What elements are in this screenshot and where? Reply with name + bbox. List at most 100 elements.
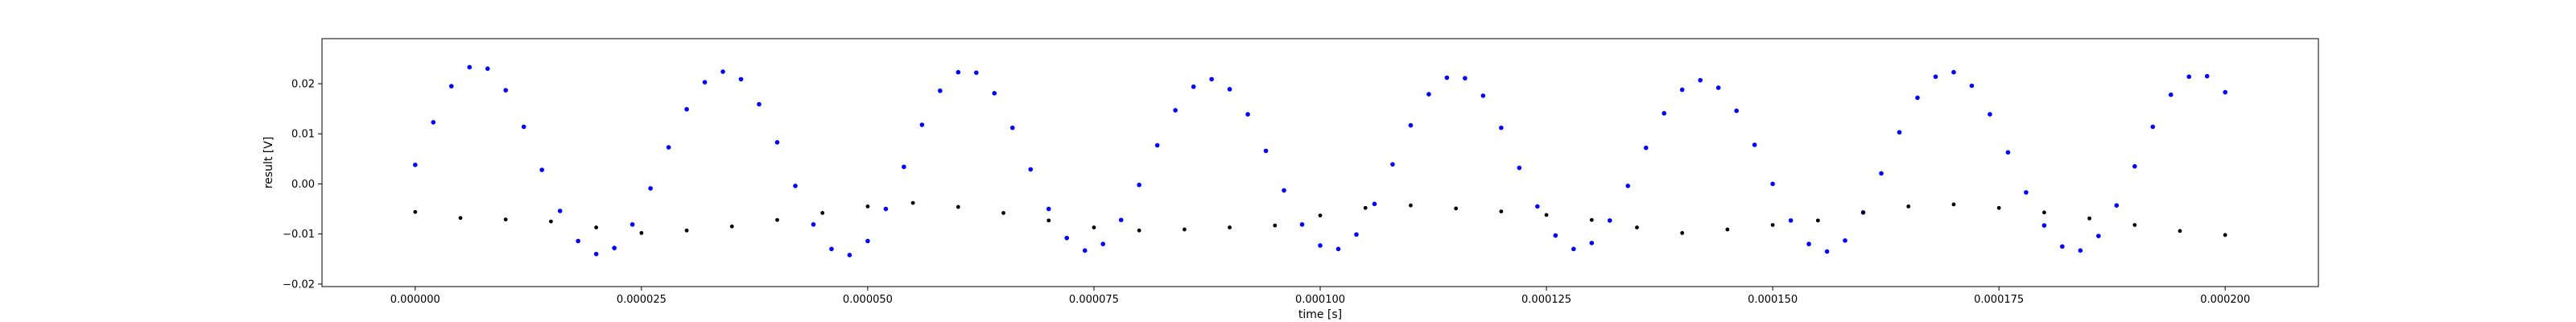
data-point: [847, 253, 852, 258]
data-point: [1227, 87, 1232, 92]
axes-frame: [321, 38, 2319, 287]
x-tick-label: 0.000100: [1295, 294, 1345, 306]
data-point: [829, 246, 834, 252]
data-point: [1100, 242, 1105, 246]
data-point: [774, 140, 780, 145]
data-point: [2060, 244, 2065, 250]
y-tick-label: 0.01: [291, 129, 315, 141]
y-tick-label: −0.01: [283, 229, 315, 241]
series-2: [413, 200, 2227, 237]
data-point: [1662, 110, 1666, 116]
data-point: [1028, 167, 1034, 172]
data-point: [2186, 74, 2192, 80]
data-point: [521, 124, 526, 130]
data-point: [1409, 203, 1413, 208]
data-point: [2024, 190, 2029, 195]
data-point: [1191, 84, 1196, 89]
data-point: [1263, 148, 1269, 154]
data-point: [1182, 227, 1187, 232]
data-point: [1092, 225, 1096, 229]
data-point: [467, 64, 473, 70]
data-point: [2178, 229, 2182, 233]
data-point: [1951, 202, 1956, 207]
data-point: [1228, 225, 1232, 229]
data-point: [2132, 223, 2137, 227]
data-point: [684, 228, 689, 233]
data-point: [639, 231, 644, 235]
data-point: [1815, 218, 1820, 223]
x-tick-label: 0.000025: [617, 294, 667, 306]
data-point: [1426, 92, 1431, 97]
data-point: [1154, 142, 1160, 148]
data-point: [1245, 112, 1250, 117]
x-tick-label: 0.000075: [1069, 294, 1119, 306]
data-point: [1625, 184, 1631, 188]
x-tick-label: 0.000150: [1748, 294, 1798, 306]
data-point: [593, 251, 599, 257]
data-point: [1788, 218, 1794, 223]
data-point: [1082, 248, 1088, 254]
data-point: [2150, 124, 2156, 130]
data-point: [910, 200, 915, 205]
data-point: [1897, 130, 1902, 135]
data-point: [2096, 233, 2101, 238]
data-point: [1635, 225, 1639, 229]
data-point: [1843, 237, 1847, 243]
data-point: [1806, 242, 1811, 246]
data-point: [2078, 248, 2083, 254]
x-axis-ticks: 0.000000 0.000025 0.000050 0.000075 0.000100…: [390, 287, 2250, 306]
data-point: [1463, 76, 1468, 80]
x-tick-label: 0.000125: [1521, 294, 1571, 306]
data-point: [1444, 75, 1450, 80]
data-point: [1770, 181, 1775, 187]
data-point: [1390, 162, 1395, 167]
data-point: [1996, 205, 2001, 210]
data-point: [1118, 217, 1124, 223]
x-tick-label: 0.000000: [390, 294, 440, 306]
data-point: [883, 206, 889, 212]
data-point: [720, 69, 725, 74]
data-point: [1906, 204, 1911, 208]
data-point: [1951, 69, 1956, 75]
data-point: [1173, 108, 1178, 113]
data-point: [1589, 241, 1595, 246]
data-point: [1408, 122, 1414, 128]
data-point: [1363, 205, 1368, 210]
data-point: [1752, 142, 1757, 147]
data-point: [1824, 249, 1830, 254]
data-point: [557, 208, 563, 213]
data-point: [2041, 223, 2047, 228]
data-point: [992, 91, 997, 96]
data-point: [539, 167, 544, 172]
data-point: [1553, 233, 1558, 238]
data-point: [1209, 76, 1214, 82]
data-point: [1318, 243, 1323, 248]
data-point: [1335, 246, 1341, 252]
data-point: [576, 238, 580, 244]
data-point: [1137, 228, 1141, 233]
data-point: [485, 66, 490, 72]
series-layer: [412, 64, 2228, 258]
data-point: [1734, 108, 1739, 114]
x-tick-label: 0.000050: [843, 294, 893, 306]
data-point: [594, 225, 599, 229]
data-point: [729, 224, 734, 229]
x-tick-label: 0.000200: [2200, 294, 2250, 306]
data-point: [503, 88, 509, 93]
data-point: [2223, 233, 2227, 237]
data-point: [1571, 246, 1576, 252]
data-point: [793, 184, 798, 188]
data-point: [1535, 204, 1540, 209]
data-point: [865, 204, 870, 208]
data-point: [1589, 217, 1594, 222]
y-tick-label: −0.02: [283, 279, 315, 291]
data-point: [1680, 231, 1685, 235]
data-point: [413, 209, 418, 214]
data-point: [1009, 125, 1015, 130]
data-point: [2114, 203, 2120, 208]
data-point: [1969, 83, 1975, 89]
x-axis-label: time [s]: [1298, 308, 1342, 321]
data-point: [1372, 201, 1377, 207]
data-point: [1544, 213, 1549, 217]
